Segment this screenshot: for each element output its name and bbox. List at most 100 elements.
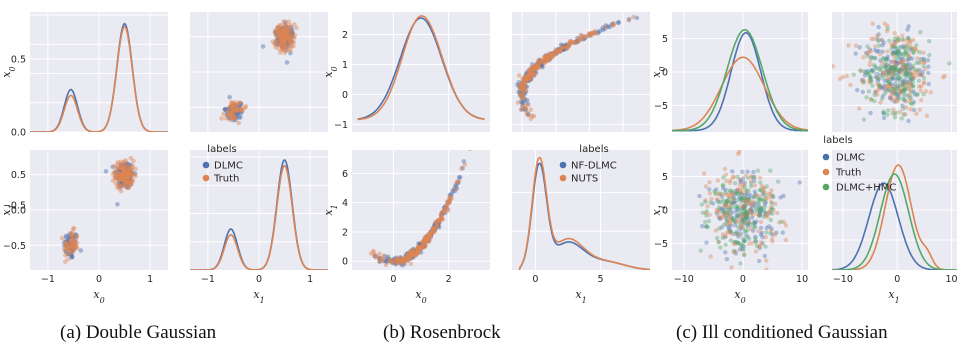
scatter-point-nuts (549, 52, 554, 57)
scatter-point-dlmc (766, 224, 772, 229)
scatter-point-dlmc+hmc (865, 44, 870, 49)
scatter-point-dlmc (763, 200, 769, 205)
scatter-point-dlmc (743, 203, 748, 208)
scatter-point-nuts (536, 57, 542, 62)
scatter-point-truth (909, 45, 914, 50)
scatter-point-truth (916, 69, 921, 74)
scatter-point-truth (768, 205, 773, 210)
scatter-point-dlmc+hmc (881, 109, 886, 114)
scatter-point-truth (915, 56, 920, 61)
scatter-point-dlmc (889, 69, 894, 75)
scatter-point-dlmc (121, 174, 126, 180)
scatter-point-truth (122, 169, 127, 175)
scatter-point-nf-dlmc (525, 111, 531, 116)
scatter-point-nuts (574, 40, 580, 45)
scatter-point-dlmc+hmc (724, 218, 730, 223)
scatter-point-truth (278, 35, 284, 41)
scatter-point-truth (750, 240, 755, 246)
scatter-point-dlmc (760, 241, 765, 246)
scatter-point-dlmc (117, 171, 123, 177)
scatter-point-truth (126, 172, 131, 177)
scatter-point-dlmc+hmc (892, 67, 897, 72)
scatter-point-dlmc (126, 180, 131, 186)
scatter-point-nf-dlmc (573, 39, 579, 45)
rb-xlabel-col0: x0 (415, 288, 426, 305)
scatter-point-truth (117, 173, 123, 179)
scatter-point-truth (908, 80, 913, 86)
scatter-point-truth (120, 173, 125, 178)
scatter-point-nuts (427, 231, 433, 236)
scatter-point-dlmc+hmc (906, 36, 912, 41)
scatter-point-nuts (407, 254, 413, 259)
scatter-point-truth (122, 183, 128, 188)
scatter-point-nuts (525, 102, 531, 108)
scatter-point-dlmc (719, 206, 724, 211)
scatter-point-truth (237, 100, 242, 106)
scatter-point-truth (727, 190, 732, 196)
scatter-point-dlmc (281, 35, 287, 41)
scatter-point-truth (110, 178, 116, 183)
scatter-point-truth (902, 65, 907, 70)
scatter-point-dlmc (885, 54, 890, 59)
scatter-point-dlmc (740, 246, 745, 252)
scatter-point-nf-dlmc (526, 72, 531, 77)
scatter-point-nf-dlmc (405, 253, 411, 259)
scatter-point-dlmc (231, 103, 237, 108)
scatter-point-dlmc+hmc (889, 46, 894, 51)
scatter-point-dlmc (735, 207, 740, 212)
scatter-point-dlmc+hmc (746, 236, 752, 241)
scatter-point-truth (69, 241, 75, 246)
scatter-point-dlmc (901, 82, 906, 87)
scatter-point-dlmc+hmc (901, 53, 906, 58)
scatter-point-dlmc (122, 171, 128, 176)
scatter-point-nf-dlmc (415, 248, 421, 253)
scatter-point-nuts (454, 179, 460, 185)
scatter-point-truth (738, 212, 743, 217)
scatter-point-nuts (447, 195, 452, 201)
scatter-point-dlmc (926, 81, 931, 87)
scatter-point-nuts (537, 61, 542, 66)
scatter-point-dlmc (124, 169, 129, 174)
scatter-point-nuts (524, 78, 529, 84)
scatter-point-truth (866, 50, 871, 55)
scatter-point-nuts (388, 259, 393, 264)
scatter-point-nf-dlmc (377, 255, 383, 261)
scatter-point-dlmc (116, 168, 122, 174)
scatter-point-dlmc (700, 224, 705, 229)
scatter-point-dlmc+hmc (712, 188, 717, 194)
dg-kde-x1-content (190, 150, 328, 270)
scatter-point-truth (912, 46, 918, 51)
scatter-point-truth (758, 242, 763, 248)
scatter-point-dlmc (289, 27, 295, 33)
scatter-point-nuts (387, 258, 392, 264)
scatter-point-truth (126, 164, 132, 169)
scatter-point-truth (74, 240, 80, 246)
scatter-point-dlmc+hmc (895, 48, 900, 53)
scatter-point-dlmc+hmc (865, 70, 870, 75)
scatter-point-truth (118, 174, 123, 180)
scatter-point-nuts (439, 217, 445, 222)
dg-xtick-col1-2: 1 (307, 274, 313, 285)
scatter-point-nf-dlmc (436, 224, 442, 230)
scatter-point-truth (877, 85, 882, 91)
scatter-point-dlmc+hmc (886, 87, 891, 93)
scatter-point-nf-dlmc (389, 258, 395, 263)
scatter-point-truth (756, 193, 761, 199)
scatter-point-dlmc+hmc (872, 98, 877, 104)
scatter-point-dlmc+hmc (745, 234, 751, 240)
scatter-point-nuts (405, 253, 410, 258)
scatter-point-dlmc (893, 91, 898, 96)
scatter-point-nuts (529, 71, 535, 77)
scatter-point-dlmc (231, 112, 236, 117)
dg-xtick-col0-0: −1 (41, 274, 55, 285)
scatter-point-truth (230, 102, 235, 108)
scatter-point-dlmc+hmc (871, 55, 877, 61)
scatter-point-dlmc (288, 50, 293, 56)
scatter-point-nuts (407, 255, 413, 260)
scatter-point-nf-dlmc (516, 80, 522, 85)
scatter-point-truth (125, 185, 130, 191)
scatter-point-dlmc (288, 39, 294, 44)
scatter-point-dlmc+hmc (908, 95, 913, 101)
scatter-point-truth (285, 30, 290, 35)
scatter-point-dlmc+hmc (728, 229, 733, 234)
